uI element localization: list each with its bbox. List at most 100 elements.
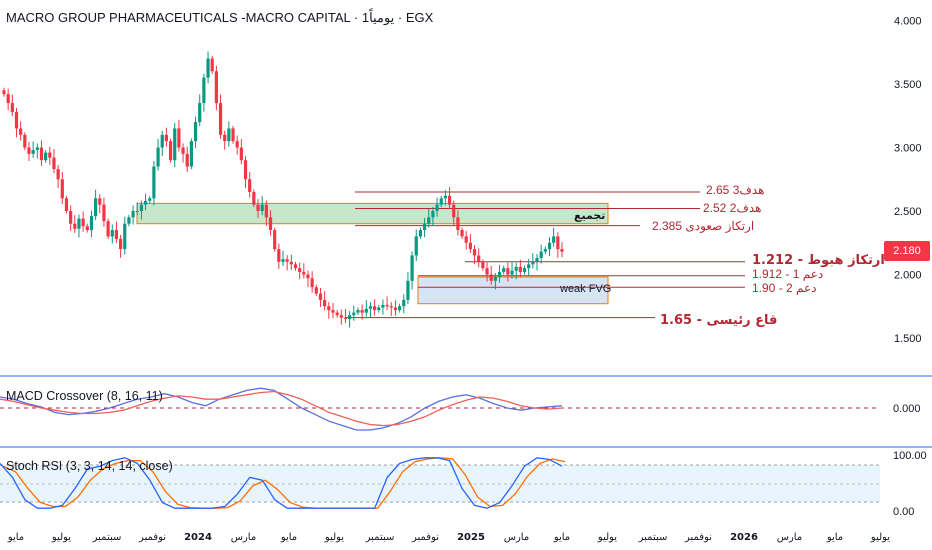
candle-body	[131, 211, 135, 218]
symbol-title[interactable]: MACRO GROUP PHARMACEUTICALS -MACRO CAPIT…	[6, 10, 434, 25]
candle-body	[368, 306, 373, 309]
fvg-zone	[417, 276, 609, 305]
candle-body	[552, 236, 556, 243]
candle-body	[239, 147, 243, 161]
candle-body	[527, 264, 531, 269]
candle-body	[360, 310, 364, 313]
stoch-upper-label: 100.00	[893, 450, 927, 462]
time-tick: يوليو	[324, 532, 344, 543]
price-tick: 3.000	[894, 143, 922, 155]
candle-body	[152, 166, 156, 199]
candle-body	[64, 198, 69, 211]
candle-body	[539, 251, 543, 258]
candle-body	[193, 122, 198, 142]
macd-title[interactable]: MACD Crossover (8, 16, 11)	[6, 389, 163, 403]
time-tick: يوليو	[597, 532, 617, 543]
stoch-pane: 100.00 0.00	[0, 450, 927, 518]
candle-body	[348, 315, 352, 319]
candle-body	[547, 242, 552, 250]
candle-body	[410, 255, 414, 281]
target3-label: هدف3 2.65	[706, 183, 764, 197]
candle-body	[281, 259, 285, 262]
pivot-down-label: ارتكاز هبوط - 1.212	[752, 253, 885, 268]
candle-body	[464, 236, 468, 243]
candle-body	[306, 274, 310, 279]
candle-body	[481, 261, 485, 269]
candle-body	[114, 230, 119, 239]
stoch-lower-label: 0.00	[893, 506, 914, 518]
candle-body	[177, 128, 181, 148]
candle-body	[139, 204, 144, 211]
last-price-badge: 2.180	[884, 241, 930, 261]
candle-body	[356, 310, 360, 313]
candle-body	[206, 58, 210, 78]
candle-body	[52, 157, 56, 170]
candle-body	[443, 195, 448, 199]
candle-body	[10, 103, 14, 112]
support1-label: دعم 1 - 1.912	[752, 267, 823, 281]
time-tick: سبتمبر	[365, 532, 395, 543]
candle-body	[85, 226, 89, 231]
candle-body	[252, 191, 256, 205]
macd-line	[0, 387, 563, 431]
candle-body	[39, 147, 44, 161]
candle-body	[331, 310, 335, 313]
candle-body	[293, 264, 298, 269]
time-tick: 2025	[457, 532, 485, 543]
price-tick: 2.000	[894, 270, 922, 282]
candle-body	[468, 242, 472, 250]
support2-label: دعم 2 - 1.90	[752, 281, 817, 295]
candle-body	[123, 223, 127, 250]
time-tick: مارس	[504, 532, 529, 543]
stoch-title[interactable]: Stoch RSI (3, 3, 14, 14, close)	[6, 459, 173, 473]
candlestick-series	[2, 51, 564, 328]
candle-body	[227, 128, 231, 142]
candle-body	[264, 204, 268, 218]
candle-body	[535, 257, 539, 262]
support-up-label: ارتكاز صعودى 2.385	[652, 219, 754, 233]
candle-body	[173, 128, 177, 161]
level-lines	[345, 191, 745, 319]
time-tick: مايو	[826, 532, 843, 543]
candle-body	[56, 169, 60, 180]
accumulation-label: تجميع	[574, 209, 605, 222]
candle-body	[422, 223, 427, 231]
candle-body	[19, 128, 23, 135]
target2-label: هدف2 2.52	[703, 201, 761, 215]
candle-body	[406, 280, 410, 300]
candle-body	[343, 317, 348, 319]
candle-body	[506, 268, 510, 275]
candle-body	[456, 217, 460, 231]
candle-body	[156, 147, 160, 167]
candle-body	[218, 103, 223, 135]
candle-body	[393, 307, 398, 311]
candle-body	[402, 299, 406, 307]
time-tick: 2026	[730, 532, 758, 543]
annotation-labels: هدف3 2.65 هدف2 2.52 تجميع ارتكاز صعودى 2…	[559, 183, 885, 328]
accumulation-zone	[136, 202, 609, 225]
price-axis: 4.000 3.500 3.000 2.500 2.000 1.500	[894, 16, 922, 346]
macd-axis-label: 0.000	[893, 403, 921, 415]
candle-body	[518, 266, 522, 272]
candle-body	[235, 141, 239, 148]
candle-body	[23, 134, 27, 148]
candle-body	[302, 271, 306, 275]
candle-body	[27, 147, 31, 154]
candle-body	[202, 77, 206, 104]
candle-body	[231, 128, 235, 142]
candle-body	[148, 198, 152, 201]
candle-body	[256, 204, 260, 211]
candle-body	[44, 152, 48, 161]
candle-body	[385, 304, 389, 307]
candle-body	[497, 271, 502, 278]
candle-body	[373, 306, 377, 311]
candle-body	[377, 307, 381, 311]
time-tick: مايو	[7, 532, 24, 543]
candle-body	[485, 268, 489, 275]
candle-body	[210, 58, 214, 72]
candle-body	[98, 198, 102, 205]
candle-body	[339, 315, 343, 318]
candle-body	[73, 223, 77, 229]
candle-body	[556, 236, 560, 250]
